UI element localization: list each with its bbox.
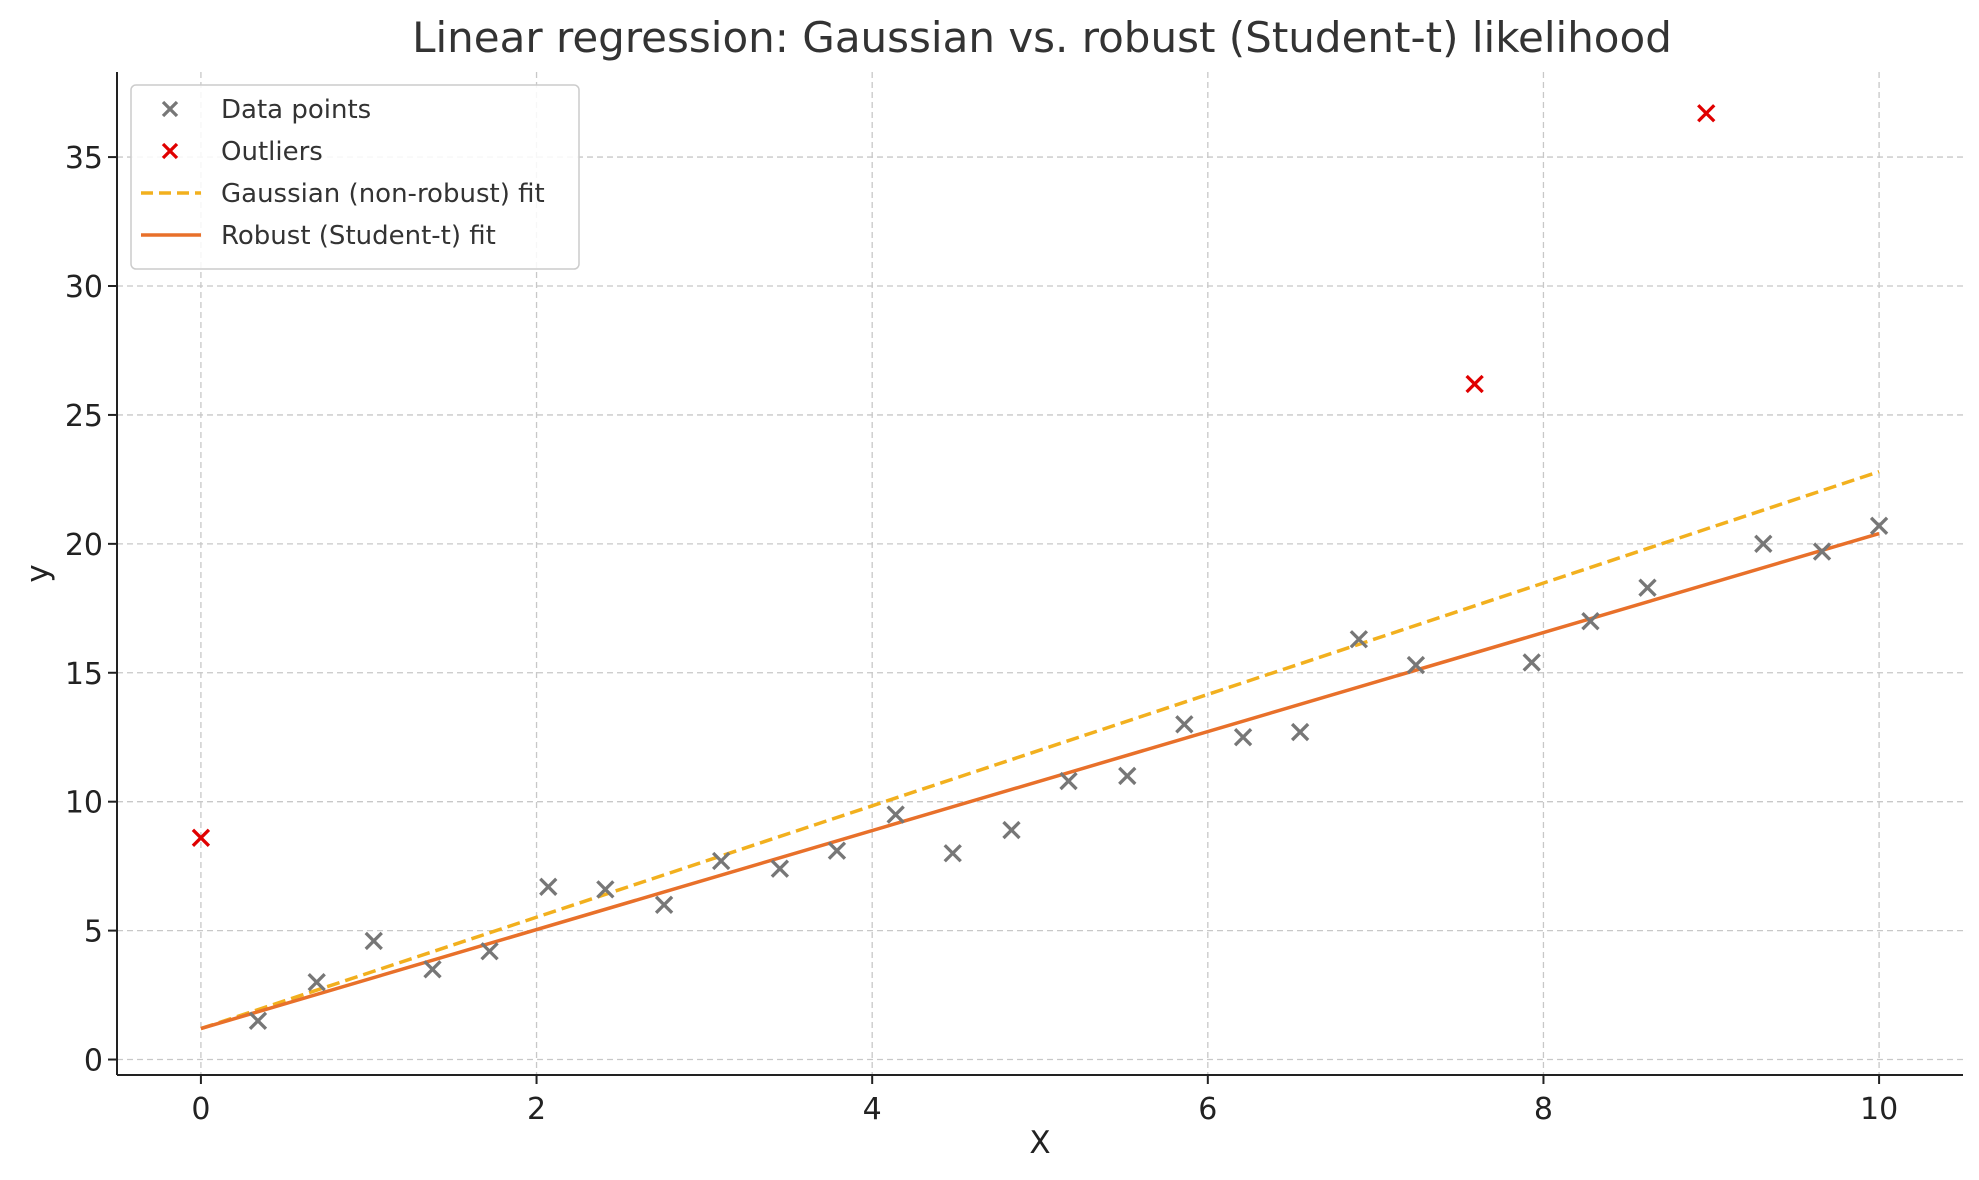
- legend: Data points Outliers Gaussian (non-robust)…: [130, 84, 580, 270]
- robust-student-t-fit-line: [200, 531, 1880, 1031]
- data-points-marker: [248, 1011, 268, 1031]
- data-points-marker: [943, 844, 962, 863]
- y-axis-label: y: [20, 564, 56, 582]
- axes: 0 2 4 6 8 10 0 5 10 15 20 25 30 35: [65, 72, 1963, 1127]
- x-tick-label: 6: [1198, 1092, 1217, 1127]
- data-points-marker: [827, 841, 847, 860]
- legend-label-robust-student-t-fit: Robust (Student-t) fit: [221, 221, 496, 251]
- data-points-marker: [364, 931, 383, 951]
- data-points-marker: [1812, 542, 1832, 561]
- x-axis-label: X: [1029, 1125, 1050, 1161]
- x-tick-label: 8: [1534, 1092, 1553, 1127]
- legend-data-points-marker: [161, 100, 179, 118]
- data-points-marker: [1638, 578, 1657, 597]
- data-points-marker: [711, 851, 731, 871]
- data-points-marker: [1175, 715, 1194, 734]
- data-points-marker: [1581, 612, 1600, 631]
- y-tick-label: 10: [65, 786, 103, 821]
- y-tick-label: 25: [65, 399, 103, 434]
- y-tick-label: 35: [65, 141, 103, 176]
- data-points-marker: [1002, 820, 1021, 840]
- x-tick-label: 10: [1860, 1092, 1898, 1127]
- data-points-marker: [539, 877, 558, 896]
- data-points-marker: [1754, 534, 1773, 554]
- data-points-marker: [307, 973, 326, 992]
- chart-title: Linear regression: Gaussian vs. robust (…: [412, 13, 1672, 62]
- data-points-marker: [1522, 653, 1541, 672]
- y-tick-label: 5: [84, 915, 103, 950]
- data-points-marker: [1349, 630, 1369, 649]
- legend-label-gaussian-non-robust-fit: Gaussian (non-robust) fit: [221, 179, 545, 209]
- data-points-marker: [480, 942, 499, 961]
- legend-label-outliers: Outliers: [221, 137, 323, 167]
- data-points-marker: [654, 895, 674, 914]
- outliers-marker: [1465, 374, 1484, 394]
- data-points-marker: [596, 880, 615, 899]
- data-points-marker: [1290, 722, 1310, 742]
- legend-box: [130, 84, 580, 270]
- data-points-marker: [1233, 728, 1253, 747]
- data-points-marker: [1059, 771, 1078, 791]
- data-points-marker: [770, 859, 790, 878]
- legend-label-data-points: Data points: [221, 95, 371, 125]
- data-points-marker: [1869, 516, 1889, 535]
- plot-area: [191, 104, 1889, 1031]
- x-tick-label: 2: [527, 1092, 546, 1127]
- x-tick-label: 4: [863, 1092, 882, 1127]
- y-tick-label: 30: [65, 270, 103, 305]
- y-tick-label: 15: [65, 657, 103, 692]
- y-tick-label: 20: [65, 528, 103, 563]
- data-points-marker: [886, 805, 905, 824]
- legend-outliers-marker: [161, 142, 179, 160]
- y-tick-label: 0: [84, 1044, 103, 1079]
- grid: [117, 72, 1963, 1075]
- gaussian-non-robust-fit-line: [200, 469, 1880, 1031]
- data-points-marker: [1118, 766, 1137, 786]
- outliers-marker: [191, 828, 211, 847]
- x-tick-label: 0: [191, 1092, 210, 1127]
- data-points-marker: [1406, 655, 1426, 675]
- data-points-marker: [423, 960, 442, 979]
- outliers-marker: [1697, 104, 1716, 123]
